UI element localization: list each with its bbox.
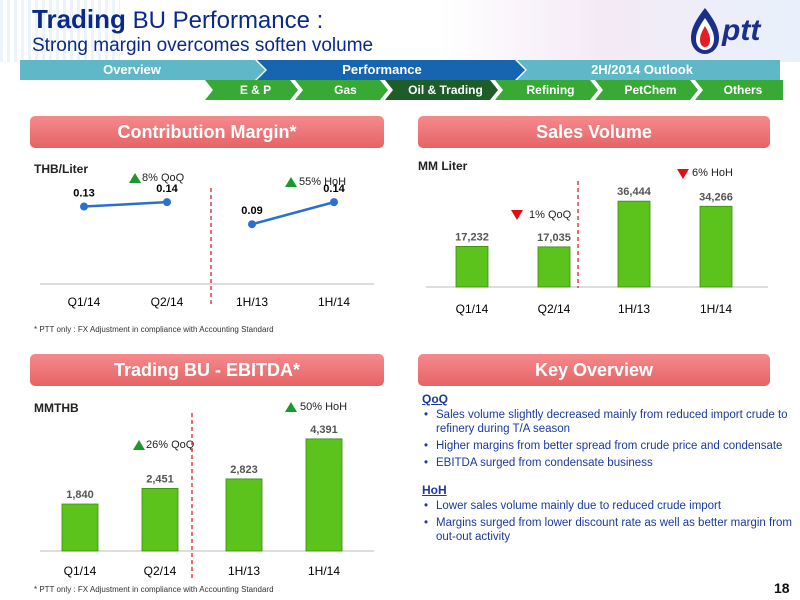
ebitda-hoh-up-arrow-icon (285, 402, 297, 412)
sub-nav-others[interactable]: Others (723, 82, 763, 97)
sv-value-label: 17,232 (455, 231, 489, 243)
sv-category-label: 1H/13 (618, 302, 650, 316)
sv-qoq-label: 1% QoQ (529, 209, 572, 221)
ebitda-bar (305, 438, 343, 552)
cm-point-1h-13 (248, 220, 256, 229)
list-item: Lower sales volume mainly due to reduced… (422, 499, 794, 513)
ebitda-value-label: 2,823 (230, 464, 258, 476)
list-item: Higher margins from better spread from c… (422, 439, 794, 453)
ko-qoq-list: Sales volume slightly decreased mainly f… (422, 408, 794, 470)
cm-qoq-up-arrow-icon (129, 173, 141, 183)
page-title: Trading BU Performance : (32, 4, 323, 35)
cm-hoh-up-arrow-icon (285, 177, 297, 187)
cm-category-label: Q2/14 (151, 295, 184, 309)
ebitda-bar (141, 488, 179, 552)
ebitda-bar (61, 503, 99, 552)
header-decoration (0, 0, 120, 62)
ebitda-category-label: 1H/13 (228, 564, 260, 578)
sv-value-label: 34,266 (699, 191, 733, 203)
ko-hoh-heading: HoH (422, 483, 447, 497)
sv-bar (537, 246, 571, 288)
ebitda-qoq-label: 26% QoQ (146, 439, 195, 451)
cm-value-label: 0.13 (73, 188, 94, 200)
cm-unit-label: THB/Liter (34, 162, 88, 176)
sv-bar (617, 200, 651, 288)
sv-qoq-down-arrow-icon (511, 210, 523, 220)
page-title-rest: BU Performance : (125, 7, 324, 34)
cm-qoq-label: 8% QoQ (142, 172, 185, 184)
ebitda-hoh-label: 50% HoH (300, 401, 348, 413)
cm-value-label: 0.09 (241, 205, 262, 217)
main-nav-bar (20, 60, 780, 80)
sub-nav-refining[interactable]: Refining (526, 82, 575, 97)
ebitda-header: Trading BU - EBITDA* (30, 354, 384, 386)
list-item: EBITDA surged from condensate business (422, 456, 794, 470)
key-overview-body: QoQ Sales volume slightly decreased main… (422, 392, 794, 547)
ebitda-value-label: 4,391 (310, 424, 338, 436)
ptt-flame-logo-icon (691, 8, 719, 54)
sv-value-label: 17,035 (537, 232, 571, 244)
sub-nav-oil-trading[interactable]: Oil & Trading (408, 82, 483, 97)
sv-value-label: 36,444 (617, 186, 652, 198)
ebitda-category-label: 1H/14 (308, 564, 340, 578)
sub-nav-petchem[interactable]: PetChem (624, 82, 677, 97)
sv-category-label: Q2/14 (538, 302, 571, 316)
ebitda-qoq-up-arrow-icon (133, 440, 145, 450)
sub-nav-bar (205, 80, 783, 100)
contribution-margin-header: Contribution Margin* (30, 116, 384, 148)
nav-tab-outlook[interactable]: 2H/2014 Outlook (591, 62, 693, 77)
cm-footnote: * PTT only : FX Adjustment in compliance… (34, 325, 274, 334)
ebitda-bar (225, 478, 263, 552)
ptt-logo-text: ptt (722, 14, 761, 47)
page-subtitle: Strong margin overcomes soften volume (32, 35, 374, 56)
list-item: Sales volume slightly decreased mainly f… (422, 408, 794, 436)
sales-volume-header: Sales Volume (418, 116, 770, 148)
cm-category-label: Q1/14 (68, 295, 101, 309)
page-number: 18 (774, 580, 790, 596)
nav-tab-performance[interactable]: Performance (342, 62, 422, 77)
key-overview-header: Key Overview (418, 354, 770, 386)
ebitda-unit-label: MMTHB (34, 401, 79, 415)
sv-category-label: 1H/14 (700, 302, 732, 316)
sv-chart: 17,232 17,035 36,444 34,266 Q1/14 Q2/14 1H/… (426, 180, 768, 316)
sv-unit-label: MM Liter (418, 159, 468, 173)
sv-hoh-label: 6% HoH (692, 167, 733, 179)
sub-nav-ep[interactable]: E & P (239, 82, 272, 97)
ebitda-footnote: * PTT only : FX Adjustment in compliance… (34, 585, 274, 594)
cm-point-1h-14 (330, 198, 338, 207)
nav-tab-overview[interactable]: Overview (103, 62, 161, 77)
sv-bar (455, 246, 489, 288)
ebitda-category-label: Q2/14 (144, 564, 177, 578)
cm-category-label: 1H/14 (318, 295, 350, 309)
ebitda-category-label: Q1/14 (64, 564, 97, 578)
cm-line-segment-q (83, 200, 168, 208)
page-title-bold: Trading (32, 4, 126, 34)
cm-point-q2-14 (163, 198, 171, 207)
list-item: Margins surged from lower discount rate … (422, 516, 794, 544)
ebitda-value-label: 1,840 (66, 489, 94, 501)
cm-value-label: 0.14 (323, 183, 345, 195)
sv-category-label: Q1/14 (456, 302, 489, 316)
cm-chart: 0.13 0.14 0.09 0.14 Q1/14 Q2/14 1H/13 1H… (40, 183, 374, 309)
header-background (0, 0, 800, 62)
ebitda-value-label: 2,451 (146, 473, 174, 485)
ko-qoq-heading: QoQ (422, 392, 448, 406)
ko-hoh-list: Lower sales volume mainly due to reduced… (422, 499, 794, 544)
sub-nav-gas[interactable]: Gas (334, 82, 357, 97)
cm-hoh-label: 55% HoH (299, 176, 347, 188)
sv-bar (699, 205, 733, 288)
cm-category-label: 1H/13 (236, 295, 268, 309)
cm-point-q1-14 (80, 202, 88, 211)
sv-hoh-down-arrow-icon (677, 169, 689, 179)
ebitda-chart: 1,840 2,451 2,823 4,391 Q1/14 Q2/14 1H/13 1… (40, 412, 374, 578)
cm-value-label: 0.14 (156, 183, 178, 195)
cm-line-segment-h (251, 200, 335, 226)
